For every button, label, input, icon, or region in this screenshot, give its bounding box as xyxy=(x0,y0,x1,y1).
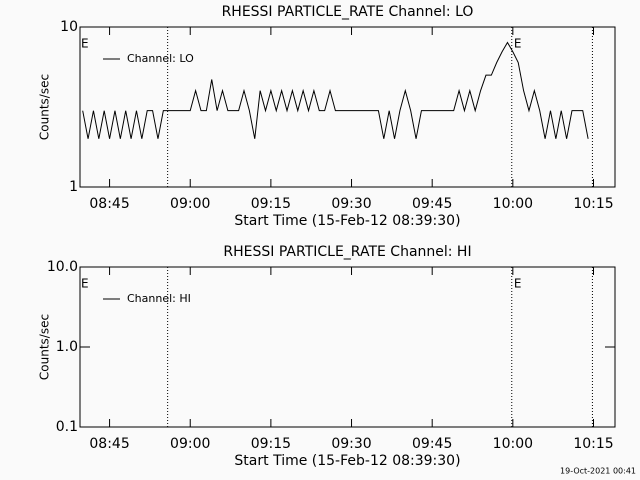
x-tick-label: 09:15 xyxy=(251,196,291,212)
chart-title: RHESSI PARTICLE_RATE Channel: HI xyxy=(223,244,471,260)
x-tick-label: 09:00 xyxy=(170,436,210,452)
x-tick-label: 08:45 xyxy=(89,436,129,452)
x-tick-label: 09:15 xyxy=(251,436,291,452)
y-axis-label: Counts/sec xyxy=(38,74,52,140)
flag-label: E xyxy=(514,37,522,51)
x-tick-label: 09:45 xyxy=(412,436,452,452)
x-axis-label: Start Time (15-Feb-12 08:39:30) xyxy=(234,453,460,469)
data-line xyxy=(82,41,589,139)
plot-frame xyxy=(79,26,616,188)
flag-label: E xyxy=(81,277,89,291)
chart-title: RHESSI PARTICLE_RATE Channel: LO xyxy=(222,4,474,20)
y-tick-label: 0.1 xyxy=(56,419,78,435)
y-tick-label: 1.0 xyxy=(56,339,78,355)
x-tick-label: 10:00 xyxy=(493,196,533,212)
y-tick-label: 10 xyxy=(60,19,78,35)
x-axis-label: Start Time (15-Feb-12 08:39:30) xyxy=(234,213,460,229)
footer: 19-Oct-2021 00:41 xyxy=(560,467,636,476)
x-tick-label: 09:00 xyxy=(170,196,210,212)
x-tick-label: 10:00 xyxy=(493,436,533,452)
y-axis-label: Counts/sec xyxy=(38,314,52,380)
y-tick-label: 10.0 xyxy=(47,259,78,275)
x-tick-label: 09:30 xyxy=(331,196,371,212)
y-tick-label: 1 xyxy=(69,179,78,195)
x-tick-label: 09:45 xyxy=(412,196,452,212)
x-tick-label: 08:45 xyxy=(89,196,129,212)
legend-label: Channel: LO xyxy=(127,52,194,65)
flag-label: E xyxy=(81,37,89,51)
x-tick-label: 09:30 xyxy=(331,436,371,452)
flag-label: E xyxy=(514,277,522,291)
x-tick-label: 10:15 xyxy=(573,196,613,212)
legend-label: Channel: HI xyxy=(127,292,191,305)
x-tick-label: 10:15 xyxy=(573,436,613,452)
plot-frame xyxy=(79,266,616,428)
